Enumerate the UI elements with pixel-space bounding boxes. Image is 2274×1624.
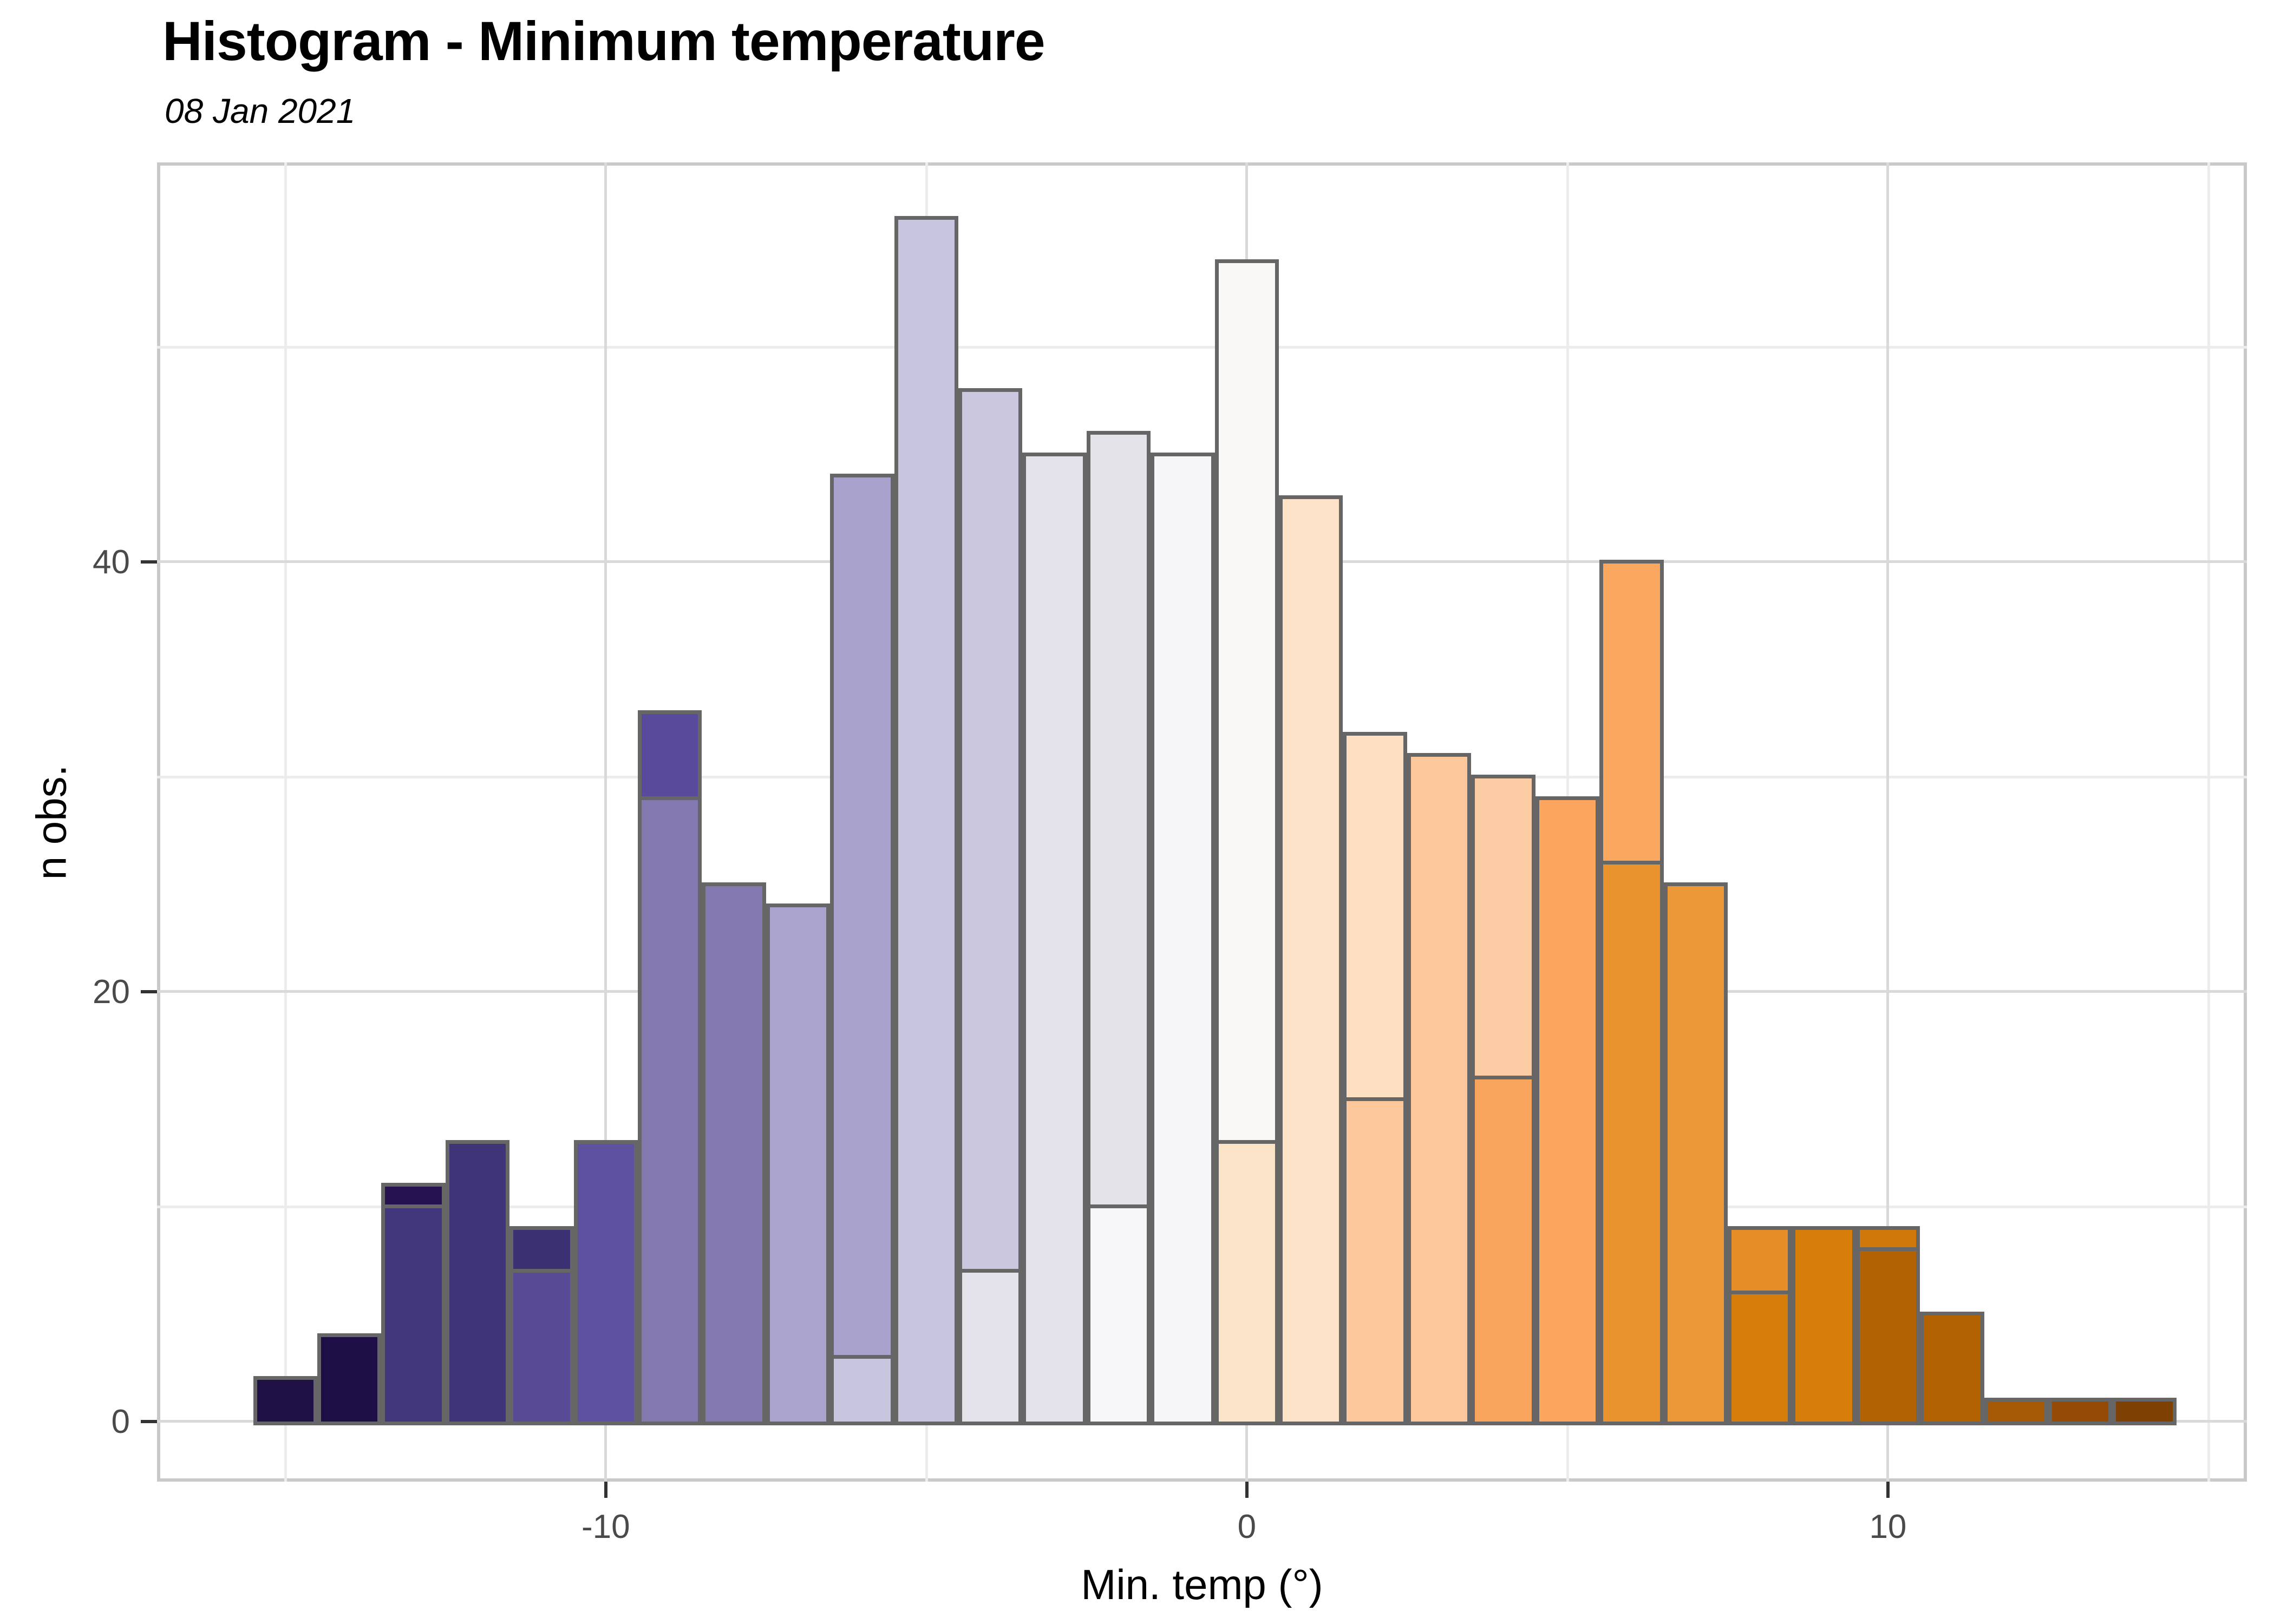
- bar-bin--15: [253, 1376, 317, 1425]
- bar-front-bin-0: [1214, 1140, 1279, 1425]
- gridline-x-major: [604, 162, 607, 1482]
- x-axis-title: Min. temp (°): [1081, 1561, 1323, 1608]
- bar-bin--7: [766, 903, 831, 1425]
- bar-front-bin-6: [1599, 860, 1664, 1425]
- x-tick-label: -10: [581, 1508, 630, 1546]
- bar-bin-5: [1535, 796, 1600, 1425]
- bar-front-bin-8: [1727, 1290, 1792, 1425]
- bar-bin--5: [894, 216, 959, 1425]
- bar-bin--12: [445, 1140, 510, 1425]
- gridline-x-major: [1886, 162, 1889, 1482]
- bar-bin--14: [317, 1333, 382, 1425]
- bar-bin-1: [1279, 495, 1343, 1425]
- bar-bin-7: [1663, 882, 1728, 1425]
- chart-title: Histogram - Minimum temperature: [162, 10, 1045, 72]
- y-tick-mark: [141, 560, 157, 564]
- gridline-x-minor: [284, 162, 287, 1482]
- y-tick-mark: [141, 990, 157, 994]
- x-tick-mark: [1245, 1482, 1249, 1498]
- bar-bin--3: [1022, 452, 1087, 1425]
- bar-front-bin-2: [1343, 1097, 1407, 1425]
- bar-bin-13: [2048, 1398, 2113, 1425]
- bar-bin-12: [1984, 1398, 2048, 1425]
- bar-front-bin--9: [638, 796, 702, 1425]
- bar-front-bin-4: [1471, 1075, 1535, 1425]
- y-axis-title: n obs.: [27, 764, 75, 880]
- x-tick-label: 0: [1237, 1508, 1257, 1546]
- bar-front-bin--4: [958, 1269, 1023, 1425]
- bar-bin--6: [830, 474, 894, 1425]
- gridline-y-minor: [157, 346, 2247, 349]
- y-tick-mark: [141, 1419, 157, 1423]
- bar-bin-3: [1407, 753, 1472, 1425]
- bar-bin-9: [1792, 1226, 1856, 1425]
- y-tick-label: 20: [93, 973, 130, 1011]
- x-tick-label: 10: [1869, 1508, 1907, 1546]
- x-tick-mark: [1886, 1482, 1890, 1498]
- bar-bin-11: [1920, 1312, 1984, 1425]
- bar-front-bin--11: [509, 1269, 574, 1425]
- bar-front-bin-10: [1855, 1247, 1920, 1425]
- bar-bin--1: [1151, 452, 1215, 1425]
- x-tick-mark: [604, 1482, 607, 1498]
- y-tick-label: 40: [93, 543, 130, 581]
- bar-front-bin--13: [381, 1204, 446, 1425]
- chart-subtitle: 08 Jan 2021: [165, 91, 356, 130]
- bar-front-bin--2: [1086, 1204, 1151, 1425]
- gridline-x-minor: [2207, 162, 2210, 1482]
- y-tick-label: 0: [111, 1403, 130, 1440]
- bar-bin--8: [702, 882, 766, 1425]
- bar-bin--10: [573, 1140, 638, 1425]
- bar-front-bin--6: [830, 1354, 894, 1425]
- bar-bin-14: [2112, 1398, 2177, 1425]
